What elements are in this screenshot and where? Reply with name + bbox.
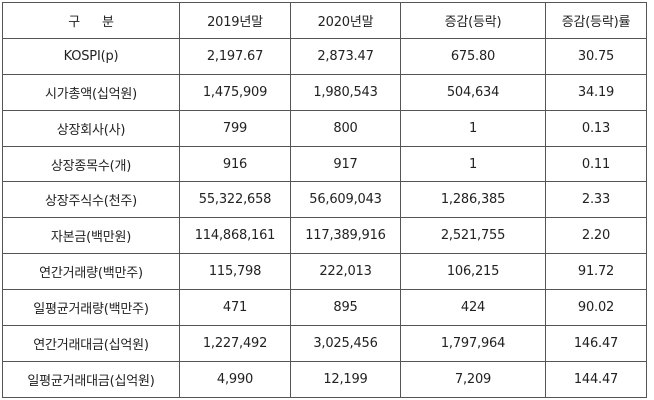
- cell-rate: 2.20: [545, 217, 647, 255]
- cell-2020: 800: [290, 109, 401, 147]
- cell-rate: 144.47: [545, 360, 647, 398]
- cell-change: 1: [400, 109, 546, 147]
- cell-rate: 90.02: [545, 289, 647, 327]
- table-row-listed-shares: 상장주식수(천주) 55,322,658 56,609,043 1,286,38…: [2, 181, 647, 219]
- cell-2019: 55,322,658: [179, 181, 291, 219]
- cell-change: 424: [400, 289, 546, 327]
- cell-rate: 34.19: [545, 73, 647, 111]
- cell-2020: 917: [290, 145, 401, 183]
- row-label: 연간거래량(백만주): [2, 253, 180, 291]
- cell-change: 106,215: [400, 253, 546, 291]
- cell-rate: 0.13: [545, 109, 647, 147]
- cell-2019: 1,227,492: [179, 325, 291, 362]
- row-label: 자본금(백만원): [2, 217, 180, 255]
- row-label: 시가총액(십억원): [2, 73, 180, 111]
- row-label: 연간거래대금(십억원): [2, 325, 180, 362]
- header-change: 증감(등락): [400, 2, 546, 39]
- row-label: 일평균거래량(백만주): [2, 289, 180, 327]
- cell-change: 2,521,755: [400, 217, 546, 255]
- table-row-listed-issues: 상장종목수(개) 916 917 1 0.11: [2, 145, 647, 183]
- cell-2019: 471: [179, 289, 291, 327]
- cell-change: 1,797,964: [400, 325, 546, 362]
- kospi-statistics-table: 구 분 2019년말 2020년말 증감(등락) 증감(등락)률 KOSPI(p…: [2, 2, 647, 398]
- header-change-rate: 증감(등락)률: [545, 2, 647, 39]
- cell-2020: 1,980,543: [290, 73, 401, 111]
- table-row-daily-avg-trading-value: 일평균거래대금(십억원) 4,990 12,199 7,209 144.47: [2, 360, 647, 398]
- header-2019-end: 2019년말: [179, 2, 291, 39]
- cell-change: 1,286,385: [400, 181, 546, 219]
- table-row-annual-trading-value: 연간거래대금(십억원) 1,227,492 3,025,456 1,797,96…: [2, 325, 647, 362]
- cell-2020: 117,389,916: [290, 217, 401, 255]
- row-label: KOSPI(p): [2, 37, 180, 75]
- cell-change: 675.80: [400, 37, 546, 75]
- header-2020-end: 2020년말: [290, 2, 401, 39]
- row-label: 상장주식수(천주): [2, 181, 180, 219]
- cell-2020: 56,609,043: [290, 181, 401, 219]
- table-row-market-cap: 시가총액(십억원) 1,475,909 1,980,543 504,634 34…: [2, 73, 647, 111]
- cell-2020: 3,025,456: [290, 325, 401, 362]
- cell-2019: 1,475,909: [179, 73, 291, 111]
- cell-rate: 30.75: [545, 37, 647, 75]
- cell-change: 1: [400, 145, 546, 183]
- cell-rate: 0.11: [545, 145, 647, 183]
- table-row-kospi: KOSPI(p) 2,197.67 2,873.47 675.80 30.75: [2, 37, 647, 75]
- table-row-capital: 자본금(백만원) 114,868,161 117,389,916 2,521,7…: [2, 217, 647, 255]
- cell-2019: 916: [179, 145, 291, 183]
- cell-2020: 222,013: [290, 253, 401, 291]
- header-category: 구 분: [2, 2, 180, 39]
- table-header-row: 구 분 2019년말 2020년말 증감(등락) 증감(등락)률: [2, 2, 647, 39]
- row-label: 일평균거래대금(십억원): [2, 360, 180, 398]
- cell-2020: 12,199: [290, 360, 401, 398]
- cell-2019: 115,798: [179, 253, 291, 291]
- cell-rate: 91.72: [545, 253, 647, 291]
- cell-2020: 895: [290, 289, 401, 327]
- cell-2020: 2,873.47: [290, 37, 401, 75]
- cell-rate: 2.33: [545, 181, 647, 219]
- cell-change: 7,209: [400, 360, 546, 398]
- row-label: 상장회사(사): [2, 109, 180, 147]
- table-row-daily-avg-volume: 일평균거래량(백만주) 471 895 424 90.02: [2, 289, 647, 327]
- row-label: 상장종목수(개): [2, 145, 180, 183]
- table-row-annual-volume: 연간거래량(백만주) 115,798 222,013 106,215 91.72: [2, 253, 647, 291]
- cell-2019: 799: [179, 109, 291, 147]
- cell-change: 504,634: [400, 73, 546, 111]
- cell-2019: 2,197.67: [179, 37, 291, 75]
- table-row-listed-companies: 상장회사(사) 799 800 1 0.13: [2, 109, 647, 147]
- cell-2019: 4,990: [179, 360, 291, 398]
- cell-rate: 146.47: [545, 325, 647, 362]
- cell-2019: 114,868,161: [179, 217, 291, 255]
